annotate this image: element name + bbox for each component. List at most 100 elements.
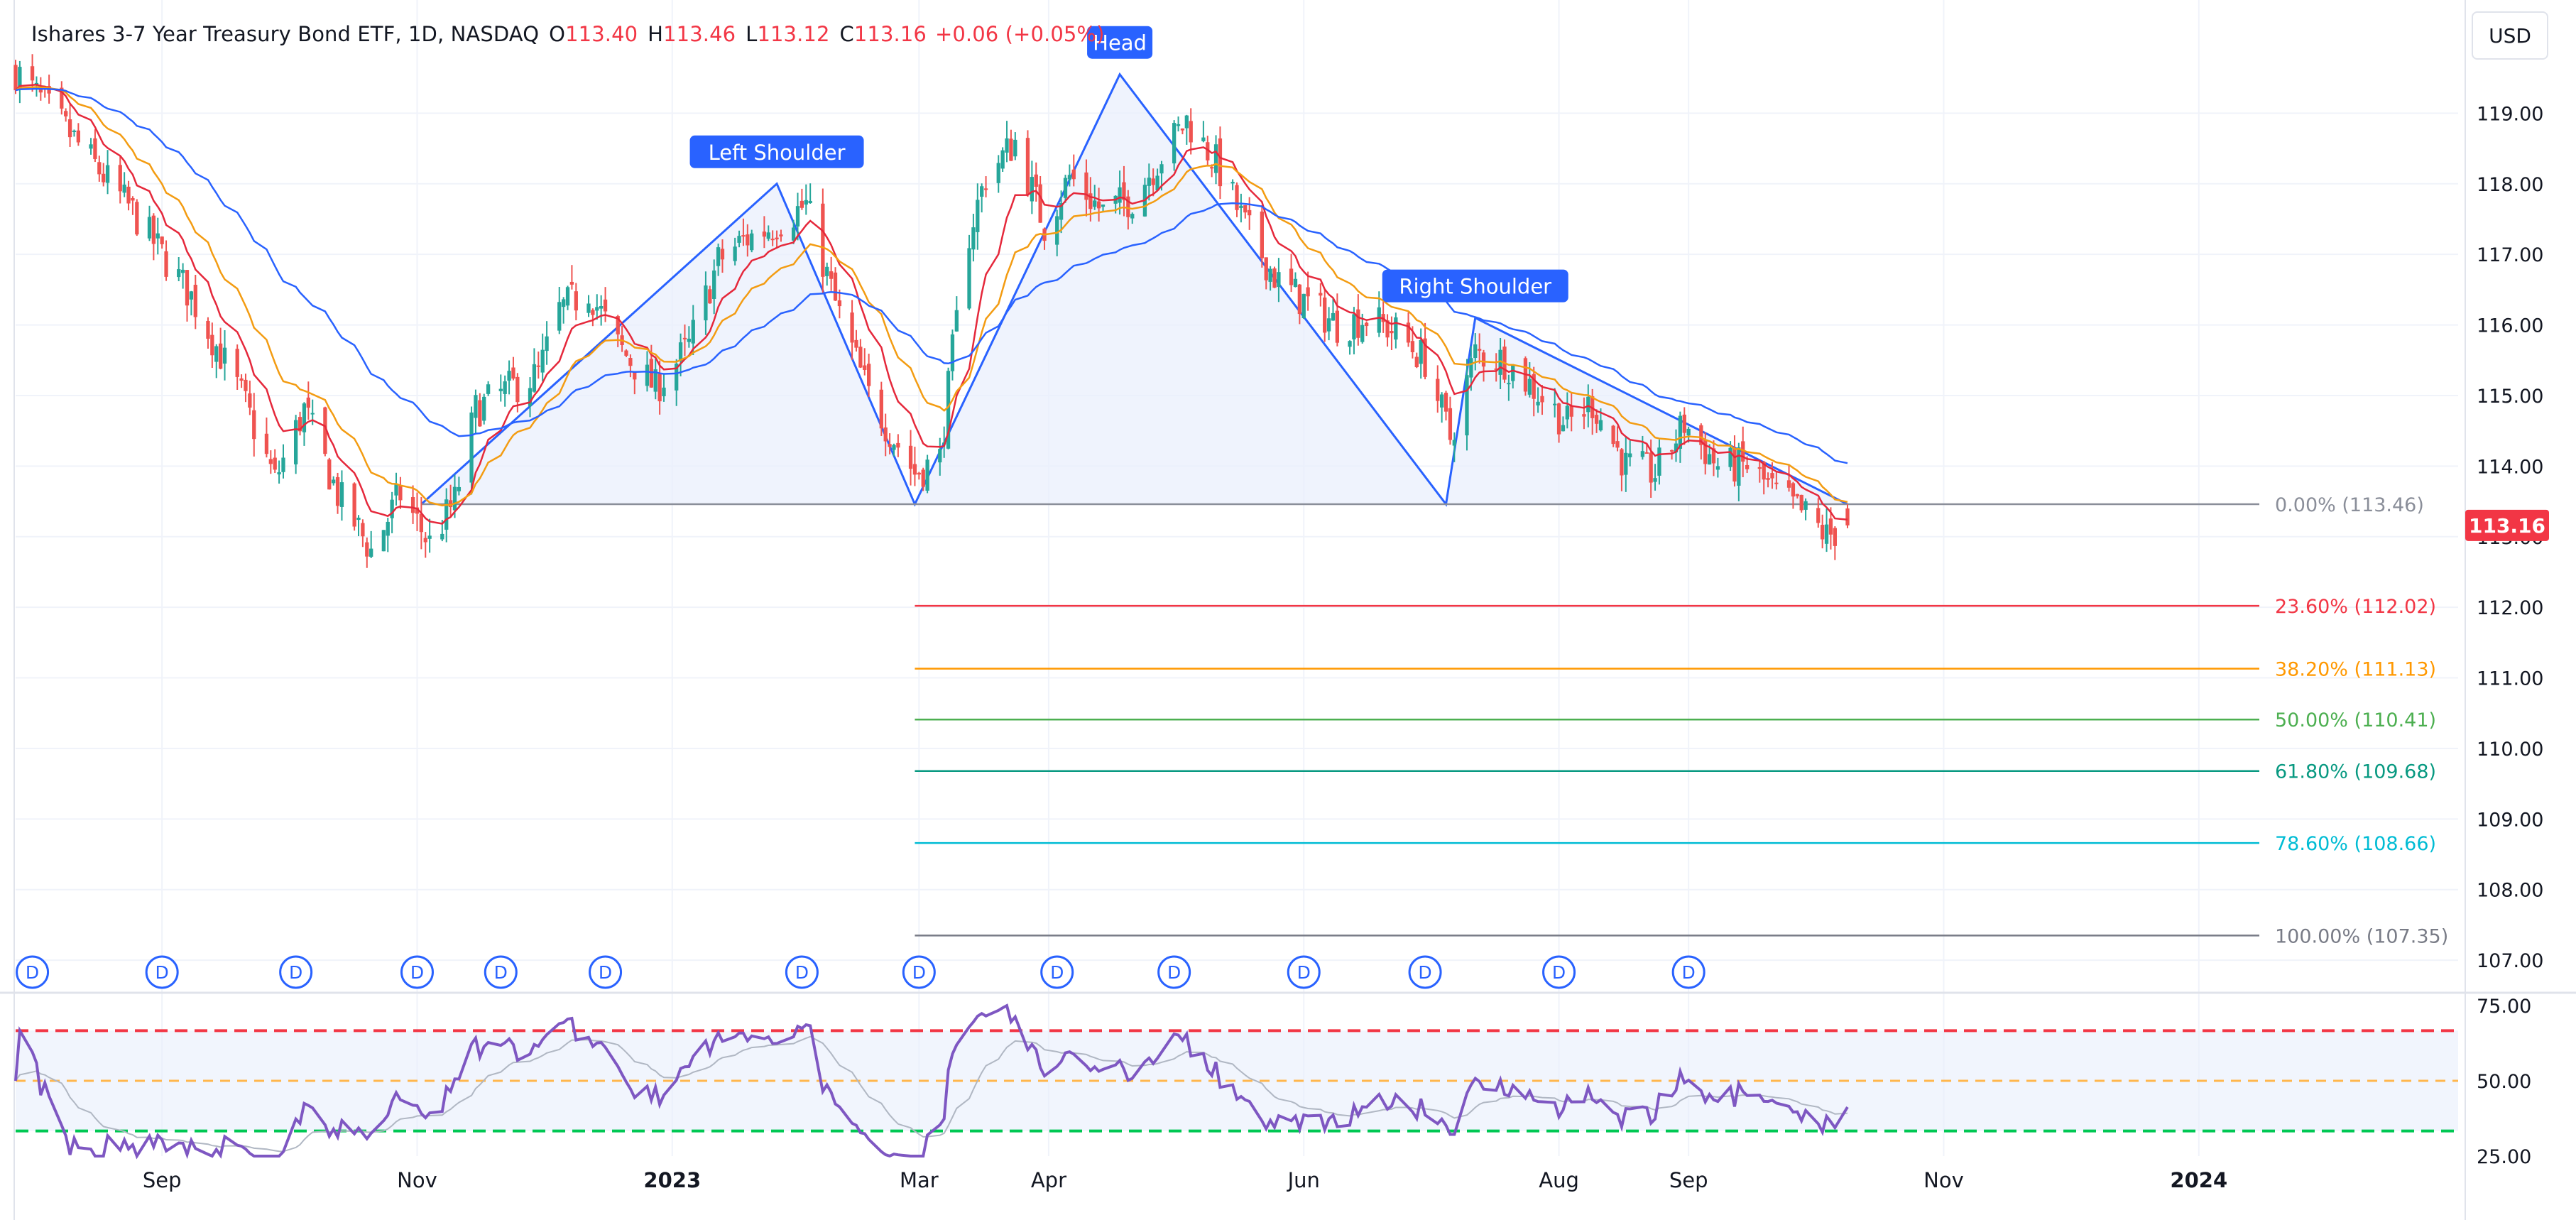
candle-body xyxy=(586,303,591,313)
dividend-marker[interactable]: D xyxy=(1040,955,1074,989)
fib-level-label: 50.00% (110.41) xyxy=(2275,709,2436,731)
pattern-labels[interactable]: Left Shoulder Head Right Shoulder xyxy=(689,26,1568,303)
candle-body xyxy=(1088,193,1093,209)
dividend-marker[interactable]: D xyxy=(1157,955,1191,989)
dividend-marker[interactable]: D xyxy=(1408,955,1442,989)
candle-body xyxy=(1816,508,1821,523)
candle-body xyxy=(306,397,310,408)
candle-body xyxy=(1553,403,1557,405)
candle-body xyxy=(1657,447,1661,476)
dividend-marker[interactable]: D xyxy=(902,955,936,989)
candle-body xyxy=(1586,396,1590,413)
price-axis-label: 108.00 xyxy=(2477,880,2543,902)
candle-body xyxy=(1377,307,1381,333)
candle-body xyxy=(1686,428,1691,436)
dividend-circle xyxy=(1408,955,1442,989)
candle-body xyxy=(1828,518,1833,535)
candle-body xyxy=(1243,205,1248,213)
price-axis[interactable]: 119.00118.00117.00116.00115.00114.00113.… xyxy=(2477,103,2543,972)
candle-body xyxy=(281,457,285,472)
candle-body xyxy=(177,269,181,278)
fib-level-label: 61.80% (109.68) xyxy=(2275,761,2436,783)
dividend-marker[interactable]: D xyxy=(1542,955,1576,989)
candle-body xyxy=(1728,447,1732,467)
dividend-letter: D xyxy=(912,962,926,983)
candle-body xyxy=(1206,142,1210,160)
candle-body xyxy=(1063,178,1068,198)
dividend-circle xyxy=(16,955,50,989)
candle-body xyxy=(967,248,971,309)
candle-body xyxy=(1385,320,1390,338)
dividend-marker[interactable]: D xyxy=(145,955,179,989)
pattern-label-bg xyxy=(1087,26,1153,59)
candle-body xyxy=(339,482,344,507)
candle-body xyxy=(1511,364,1515,381)
candle-body xyxy=(1390,331,1394,334)
candle-body xyxy=(603,299,608,312)
time-axis[interactable]: Sep Nov 2023 Mar Apr Jun Aug Sep Nov 2024 xyxy=(143,1168,2227,1192)
currency-button[interactable]: USD xyxy=(2472,11,2548,60)
price-axis-label: 115.00 xyxy=(2477,386,2543,408)
candle-body xyxy=(1268,268,1272,282)
dividend-marker[interactable]: D xyxy=(484,955,518,989)
dividend-marker[interactable]: D xyxy=(400,955,434,989)
candle-body xyxy=(218,343,223,369)
dividend-marker[interactable]: D xyxy=(589,955,623,989)
candle-body xyxy=(67,119,72,138)
dividend-marker[interactable]: D xyxy=(1287,955,1321,989)
candle-body xyxy=(1084,172,1088,200)
candle-body xyxy=(356,518,361,521)
candle-body xyxy=(1682,414,1686,433)
candle-body xyxy=(565,287,570,306)
dividend-letter: D xyxy=(1297,962,1311,983)
candle-body xyxy=(273,457,277,470)
fibonacci-retracement[interactable]: 0.00% (113.46) 23.60% (112.02) 38.20% (111… xyxy=(421,494,2448,947)
ema-line-10 xyxy=(15,83,1848,525)
candle-body xyxy=(1264,257,1268,281)
close-label: C xyxy=(839,22,854,46)
dividend-marker[interactable]: D xyxy=(785,955,819,989)
candle-body xyxy=(1527,378,1532,395)
candle-body xyxy=(1297,284,1302,315)
low-value: 113.12 xyxy=(757,22,830,46)
candle-body xyxy=(917,472,921,475)
candle-body xyxy=(147,217,152,239)
candle-body xyxy=(1494,368,1498,370)
candle-body xyxy=(691,320,695,344)
symbol-legend: Ishares 3-7 Year Treasury Bond ETF, 1D, … xyxy=(31,18,1105,50)
candle-body xyxy=(381,530,386,552)
candle-body xyxy=(1770,473,1774,479)
dividend-marker[interactable]: D xyxy=(16,955,50,989)
candle-body xyxy=(160,236,164,244)
candle-body xyxy=(741,235,746,237)
candle-body xyxy=(1335,310,1340,343)
rsi-axis-label: 50.00 xyxy=(2477,1071,2531,1093)
candle-body xyxy=(946,371,951,449)
candle-body xyxy=(1774,482,1779,484)
candle-body xyxy=(825,266,829,276)
open-label: O xyxy=(549,22,566,46)
candle-body xyxy=(1821,525,1825,540)
candle-body xyxy=(1423,338,1427,377)
candle-body xyxy=(1448,408,1453,440)
candle-body xyxy=(398,486,403,501)
dividend-marker[interactable]: D xyxy=(279,955,313,989)
candle-body xyxy=(268,459,273,464)
candle-body xyxy=(1101,205,1106,207)
candle-body xyxy=(892,445,896,450)
candle-body xyxy=(591,310,595,315)
candle-body xyxy=(1669,450,1674,452)
dividend-marker[interactable]: D xyxy=(1671,955,1705,989)
rsi-pane[interactable]: 75.00 50.00 25.00 xyxy=(14,996,2531,1168)
candle-body xyxy=(1331,312,1336,321)
candle-body xyxy=(1640,451,1645,457)
candle-body xyxy=(791,227,796,241)
candle-body xyxy=(971,227,976,250)
candle-body xyxy=(837,300,842,307)
candle-body xyxy=(327,459,332,490)
last-price-badge: 113.16 xyxy=(2465,509,2549,541)
candle-body xyxy=(361,523,365,537)
candle-body xyxy=(386,521,390,536)
